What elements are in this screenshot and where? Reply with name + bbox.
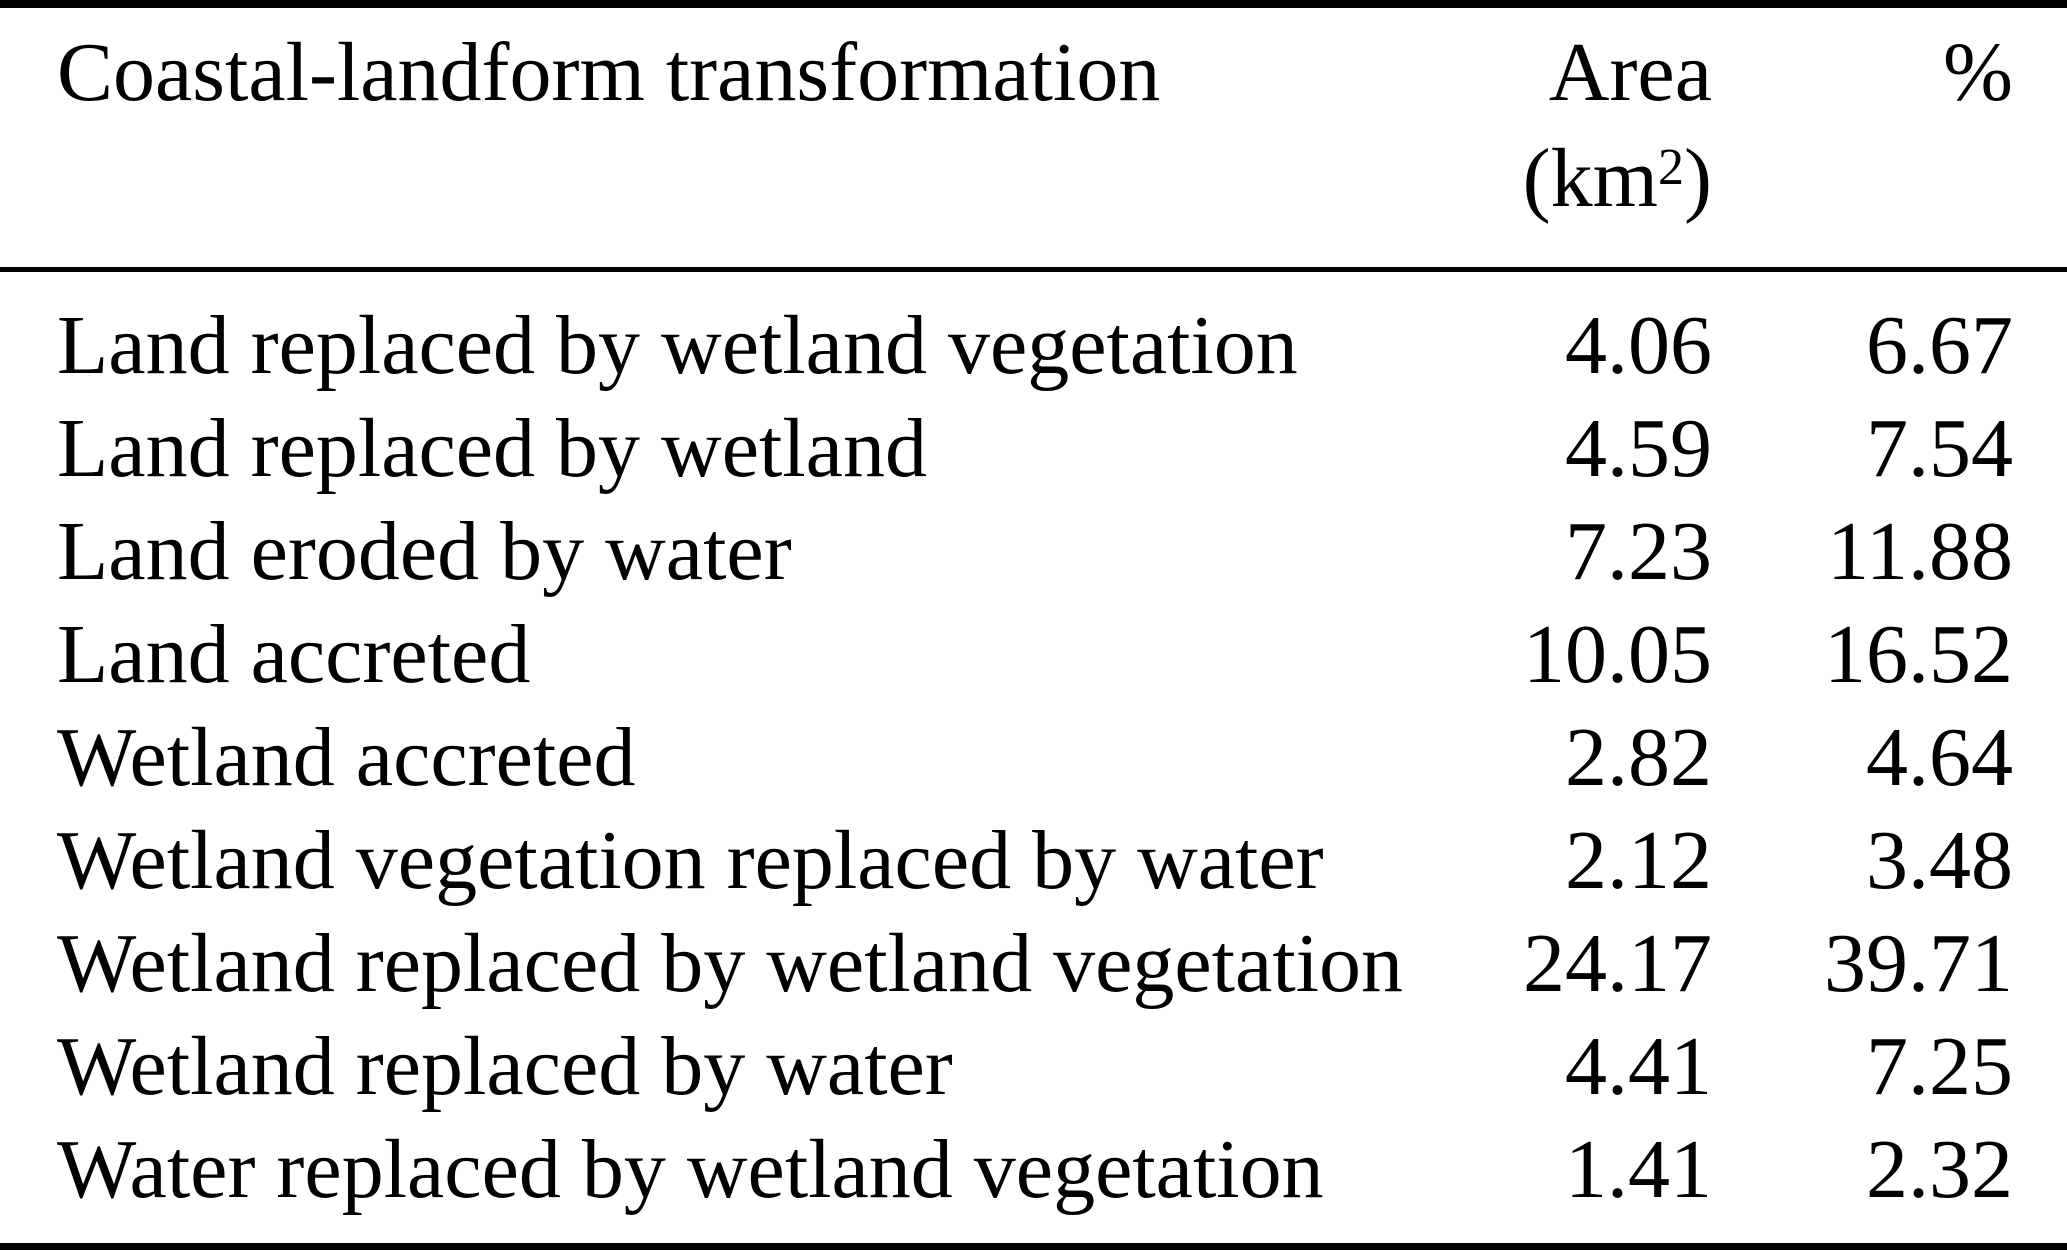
row-area: 2.12 [1565, 814, 1712, 907]
row-percent: 3.48 [1866, 814, 2013, 907]
table-row: Wetland accreted 2.82 4.64 [0, 706, 2067, 809]
row-label: Wetland accreted [57, 711, 636, 804]
header-percent: % [1943, 26, 2013, 119]
table-row: Land replaced by wetland 4.59 7.54 [0, 397, 2067, 500]
header-area: Area (km2) [1382, 20, 1712, 267]
row-area: 4.06 [1565, 299, 1712, 392]
row-percent: 2.32 [1866, 1123, 2013, 1216]
row-percent: 4.64 [1866, 711, 2013, 804]
table-body: Land replaced by wetland vegetation 4.06… [0, 272, 2067, 1243]
row-label: Land accreted [57, 608, 531, 701]
row-area: 10.05 [1523, 608, 1712, 701]
header-transformation: Coastal-landform transformation [57, 26, 1161, 119]
row-area: 1.41 [1565, 1123, 1712, 1216]
row-area: 24.17 [1523, 917, 1712, 1010]
header-area-unit-open: (km [1522, 132, 1658, 225]
row-label: Wetland vegetation replaced by water [57, 814, 1324, 907]
table-header-row: Coastal-landform transformation Area (km… [0, 8, 2067, 267]
table-row: Wetland vegetation replaced by water 2.1… [0, 809, 2067, 912]
row-label: Water replaced by wetland vegetation [57, 1123, 1324, 1216]
header-area-unit-exponent: 2 [1657, 139, 1685, 197]
header-area-unit: (km2) [1382, 126, 1712, 232]
table-row: Water replaced by wetland vegetation 1.4… [0, 1118, 2067, 1221]
row-area: 2.82 [1565, 711, 1712, 804]
header-area-unit-close: ) [1684, 132, 1712, 225]
table-row: Land eroded by water 7.23 11.88 [0, 500, 2067, 603]
row-area: 4.59 [1565, 402, 1712, 495]
table-row: Wetland replaced by water 4.41 7.25 [0, 1015, 2067, 1118]
row-percent: 7.54 [1866, 402, 2013, 495]
table-bottom-rule [0, 1243, 2067, 1250]
row-label: Land replaced by wetland [57, 402, 927, 495]
row-area: 4.41 [1565, 1020, 1712, 1113]
row-area: 7.23 [1565, 505, 1712, 598]
header-area-line1: Area [1548, 26, 1712, 119]
row-label: Wetland replaced by water [57, 1020, 953, 1113]
table-row: Land replaced by wetland vegetation 4.06… [0, 294, 2067, 397]
row-label: Land eroded by water [57, 505, 792, 598]
row-percent: 11.88 [1827, 505, 2013, 598]
row-percent: 39.71 [1824, 917, 2013, 1010]
table-row: Wetland replaced by wetland vegetation 2… [0, 912, 2067, 1015]
row-percent: 7.25 [1866, 1020, 2013, 1113]
table-row: Land accreted 10.05 16.52 [0, 603, 2067, 706]
row-percent: 6.67 [1866, 299, 2013, 392]
row-percent: 16.52 [1824, 608, 2013, 701]
row-label: Wetland replaced by wetland vegetation [57, 917, 1404, 1010]
row-label: Land replaced by wetland vegetation [57, 299, 1298, 392]
table-header-rule [0, 267, 2067, 272]
table-top-rule [0, 0, 2067, 8]
